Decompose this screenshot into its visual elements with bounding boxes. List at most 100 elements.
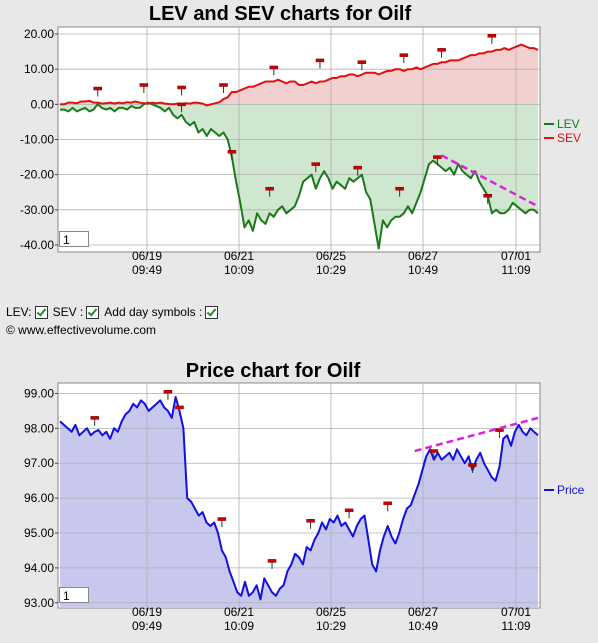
day-marker-flag bbox=[311, 162, 321, 166]
day-marker-flag bbox=[315, 58, 325, 63]
y-tick-label: -30.00 bbox=[20, 203, 54, 217]
page-number-box-top[interactable]: 1 bbox=[59, 231, 89, 247]
y-tick-label: 96.00 bbox=[24, 491, 54, 505]
legend-label-lev: LEV bbox=[557, 117, 580, 131]
x-tick-label: 10:09 bbox=[224, 619, 254, 633]
chart-title: Price chart for Oilf bbox=[186, 360, 361, 382]
lev-checkbox[interactable] bbox=[34, 305, 48, 319]
sev-toggle-label: SEV : bbox=[52, 305, 84, 319]
series-fill-lev bbox=[60, 102, 538, 249]
day-symbols-checkbox[interactable] bbox=[205, 305, 219, 319]
day-marker-flag bbox=[429, 449, 439, 453]
day-marker-flag bbox=[483, 194, 492, 198]
day-marker bbox=[483, 194, 492, 204]
day-marker-flag bbox=[395, 186, 404, 191]
day-marker bbox=[315, 58, 325, 69]
day-marker bbox=[267, 559, 277, 569]
day-marker bbox=[163, 389, 173, 400]
y-tick-label: 95.00 bbox=[24, 526, 54, 540]
day-marker-flag bbox=[163, 389, 173, 394]
day-marker bbox=[437, 48, 446, 58]
day-marker-flag bbox=[177, 85, 186, 90]
x-tick-label: 10:09 bbox=[224, 263, 254, 277]
day-marker bbox=[219, 83, 228, 94]
series-fill-sev bbox=[60, 44, 538, 106]
lev-toggle-label: LEV: bbox=[6, 305, 32, 319]
y-tick-label: 0.00 bbox=[31, 97, 55, 111]
copyright-text: © www.effectivevolume.com bbox=[6, 323, 157, 337]
x-tick-label: 06/25 bbox=[316, 605, 346, 619]
day-marker bbox=[217, 517, 227, 528]
x-tick-label: 06/21 bbox=[224, 249, 254, 263]
series-line-price bbox=[59, 396, 539, 601]
x-tick-label: 06/27 bbox=[408, 605, 438, 619]
day-marker-flag bbox=[353, 165, 362, 170]
day-marker bbox=[139, 83, 149, 94]
day-marker-flag bbox=[90, 416, 99, 420]
day-marker bbox=[383, 501, 392, 512]
x-tick-label: 06/19 bbox=[132, 605, 162, 619]
x-tick-label: 06/21 bbox=[224, 605, 254, 619]
day-marker-flag bbox=[495, 428, 504, 432]
day-marker bbox=[357, 60, 367, 71]
x-tick-label: 09:49 bbox=[132, 263, 162, 277]
trendline bbox=[440, 154, 539, 208]
y-tick-label: 97.00 bbox=[24, 456, 54, 470]
day-marker-flag bbox=[433, 155, 442, 159]
day-marker-flag bbox=[487, 34, 497, 38]
day-marker-flag bbox=[175, 405, 184, 410]
day-marker-flag bbox=[139, 83, 149, 87]
day-marker-flag bbox=[265, 186, 274, 191]
day-marker-flag bbox=[217, 517, 227, 521]
day-marker bbox=[269, 65, 279, 76]
day-marker-flag bbox=[267, 559, 277, 563]
x-tick-label: 07/01 bbox=[501, 249, 531, 263]
y-tick-label: 10.00 bbox=[24, 62, 54, 76]
day-marker bbox=[311, 162, 321, 173]
x-tick-label: 07/01 bbox=[501, 605, 531, 619]
day-marker-flag bbox=[468, 463, 477, 467]
day-marker bbox=[177, 102, 186, 113]
lev-sev-chart: LEV and SEV charts for Oilf 20.00 10.00 0.0… bbox=[20, 3, 581, 277]
day-marker bbox=[429, 449, 439, 460]
day-marker bbox=[395, 186, 404, 197]
day-marker bbox=[344, 508, 354, 519]
day-marker bbox=[90, 416, 99, 426]
series-fill-price bbox=[60, 397, 538, 608]
y-tick-label: 98.00 bbox=[24, 421, 54, 435]
x-tick-label: 06/19 bbox=[132, 249, 162, 263]
y-tick-label: -40.00 bbox=[20, 238, 54, 252]
y-tick-label: -10.00 bbox=[20, 133, 54, 147]
day-marker bbox=[306, 519, 315, 529]
y-tick-label: -20.00 bbox=[20, 168, 54, 182]
day-marker-flag bbox=[383, 501, 392, 506]
day-marker-flag bbox=[344, 508, 354, 513]
legend-label-sev: SEV bbox=[557, 131, 581, 145]
day-marker-flag bbox=[437, 48, 446, 52]
x-tick-label: 06/25 bbox=[316, 249, 346, 263]
day-marker bbox=[175, 405, 184, 416]
x-tick-label: 10:29 bbox=[316, 619, 346, 633]
sev-checkbox[interactable] bbox=[86, 305, 100, 319]
day-marker-flag bbox=[219, 83, 228, 87]
day-marker bbox=[265, 186, 274, 197]
legend-label-price: Price bbox=[557, 483, 585, 497]
chart-title: LEV and SEV charts for Oilf bbox=[149, 3, 412, 25]
day-marker-flag bbox=[93, 86, 102, 91]
x-tick-label: 10:29 bbox=[316, 263, 346, 277]
page-number-box-bottom[interactable]: 1 bbox=[59, 587, 89, 603]
day-marker-flag bbox=[269, 65, 279, 70]
day-marker bbox=[177, 85, 186, 96]
x-tick-label: 11:09 bbox=[501, 263, 530, 277]
day-marker-flag bbox=[399, 53, 409, 57]
y-tick-label: 99.00 bbox=[24, 386, 54, 400]
x-tick-label: 10:49 bbox=[408, 263, 438, 277]
y-tick-label: 94.00 bbox=[24, 561, 54, 575]
day-marker bbox=[227, 150, 237, 160]
series-line-sev bbox=[60, 43, 539, 107]
day-marker-flag bbox=[357, 60, 367, 64]
x-tick-label: 11:09 bbox=[501, 619, 530, 633]
day-marker-flag bbox=[227, 150, 237, 154]
day-marker bbox=[468, 463, 477, 473]
